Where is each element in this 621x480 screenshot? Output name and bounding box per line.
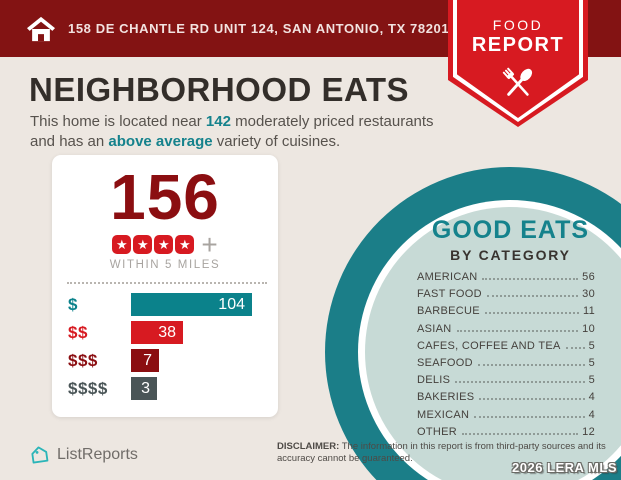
price-tier-label: $$$$ (68, 378, 108, 398)
radius-caption: WITHIN 5 MILES (109, 259, 221, 271)
house-icon (27, 16, 55, 41)
category-value: 5 (588, 339, 595, 352)
category-label: FAST FOOD (417, 288, 482, 301)
food-report-badge: FOOD REPORT (448, 0, 588, 127)
category-value: 11 (582, 305, 595, 318)
price-tier-label: $$$ (68, 350, 98, 370)
total-restaurant-count: 156 (110, 161, 220, 233)
category-value: 5 (588, 374, 595, 387)
star-rating: ★ ★ ★ ★ + (52, 229, 278, 260)
category-label: DELIS (417, 374, 451, 387)
category-row: CAFES, COFFEE AND TEA 5 (417, 340, 595, 357)
category-label: ASIAN (417, 322, 452, 335)
category-value: 5 (588, 356, 595, 369)
category-row: ASIAN 10 (417, 323, 595, 340)
category-value: 30 (582, 288, 595, 301)
bar-value: 3 (141, 379, 150, 397)
star-icon: ★ (175, 235, 195, 254)
disclaimer-label: DISCLAIMER: (277, 441, 340, 452)
category-label: CAFES, COFFEE AND TEA (417, 339, 561, 352)
price-tier-bar-chart: $104 $$ 38 $$$ 7 $$$$ 3 (52, 293, 278, 400)
star-icon: ★ (133, 235, 153, 254)
category-row: FAST FOOD 30 (417, 288, 595, 305)
category-panel-subtitle: BY CATEGORY (450, 247, 571, 263)
category-panel-header: GOOD EATS BY CATEGORY (408, 216, 613, 263)
dotted-leader (565, 346, 585, 349)
bar: 7 (131, 349, 159, 372)
category-value: 56 (582, 271, 595, 283)
category-label: SEAFOOD (417, 356, 473, 369)
category-value: 4 (588, 408, 595, 421)
dotted-leader (482, 278, 579, 280)
category-row: OTHER 12 (417, 426, 595, 443)
category-row: BARBECUE 11 (417, 305, 595, 322)
bar: 104 (131, 293, 252, 316)
bar: 3 (131, 377, 157, 400)
category-value: 12 (582, 425, 595, 438)
mls-watermark: 2026 LERA MLS (512, 460, 617, 475)
category-panel-title: GOOD EATS (431, 216, 590, 244)
category-row: BAKERIES 4 (417, 391, 595, 408)
listreports-logo: ListReports (29, 444, 138, 465)
bar: 38 (131, 321, 183, 344)
category-row: AMERICAN 56 (417, 271, 595, 288)
disclaimer-text: The information in this report is from t… (277, 441, 606, 465)
restaurant-summary-card: 156 ★ ★ ★ ★ + WITHIN 5 MILES $104 $$ 38 $$$ 7 $$$… (52, 155, 278, 417)
bar-value: 104 (218, 295, 245, 313)
category-row: SEAFOOD 5 (417, 357, 595, 374)
price-tier-label: $ (68, 294, 78, 314)
dotted-leader (474, 415, 585, 418)
category-label: MEXICAN (417, 408, 470, 421)
property-address: 158 DE CHANTLE RD UNIT 124, SAN ANTONIO,… (68, 21, 450, 36)
bar-row: $$ 38 (52, 321, 278, 344)
category-label: BAKERIES (417, 391, 475, 404)
disclaimer: DISCLAIMER: The information in this repo… (277, 441, 618, 466)
bar-row: $104 (52, 293, 278, 316)
subtitle-text-pre: This home is located near (30, 113, 206, 130)
listreports-house-icon (31, 446, 49, 464)
dotted-leader (477, 363, 585, 366)
dotted-leader (462, 432, 579, 435)
bar-row: $$$ 7 (52, 349, 278, 372)
category-label: AMERICAN (417, 271, 478, 283)
category-row: MEXICAN 4 (417, 409, 595, 426)
crossed-spoon-fork-icon (502, 67, 533, 96)
bar-value: 38 (158, 323, 176, 341)
category-label: BARBECUE (417, 305, 480, 318)
subtitle-text-mid: moderately priced restaurants and has an (30, 113, 434, 150)
dotted-leader (479, 398, 585, 401)
dotted-leader (486, 295, 579, 298)
star-plus-icon: + (201, 229, 218, 260)
bar-row: $$$$ 3 (52, 377, 278, 400)
page-title: NEIGHBORHOOD EATS (29, 71, 410, 108)
card-divider (67, 282, 267, 284)
badge-title-line2: REPORT (471, 34, 565, 56)
brand-name: ListReports (57, 445, 138, 463)
dotted-leader (484, 312, 579, 315)
category-row: DELIS 5 (417, 374, 595, 391)
dotted-leader (456, 329, 579, 332)
category-label: OTHER (417, 425, 457, 438)
star-icon: ★ (112, 235, 132, 254)
category-list: AMERICAN 56 FAST FOOD 30 BARBECUE 11 ASIAN 10 CA… (417, 271, 595, 443)
variety-highlight: above average (108, 132, 213, 150)
star-icon: ★ (154, 235, 174, 254)
bar-value: 7 (143, 351, 152, 369)
badge-title-line1: FOOD (492, 17, 544, 33)
restaurant-count: 142 (205, 113, 231, 130)
category-value: 4 (588, 391, 595, 404)
category-value: 10 (582, 322, 595, 335)
page-subtitle: This home is located near 142 moderately… (30, 112, 454, 152)
subtitle-text-post: variety of cuisines. (212, 132, 341, 150)
category-circle-ring (325, 167, 621, 480)
dotted-leader (455, 381, 585, 384)
category-circle-white-ring (358, 200, 621, 480)
price-tier-label: $$ (68, 322, 88, 342)
